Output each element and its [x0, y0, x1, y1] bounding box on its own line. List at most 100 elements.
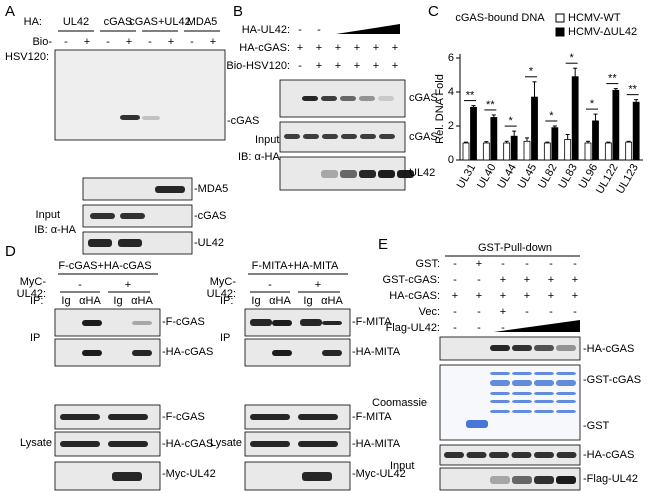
sign: + [210, 36, 216, 48]
sign: + [315, 279, 321, 291]
band [250, 441, 290, 447]
legend-swatch [555, 27, 565, 37]
section-label: Coomassie [372, 397, 427, 409]
section-label: IB: α-HA [34, 224, 76, 236]
band [108, 414, 148, 420]
blot [54, 461, 161, 491]
legend-label: HCMV-ΔUL42 [568, 26, 637, 38]
panel-letter: E [378, 236, 388, 253]
bar [604, 142, 612, 161]
band-label: -F-MITA [352, 411, 392, 423]
band [490, 372, 510, 375]
band [556, 380, 576, 386]
sign: - [190, 36, 194, 48]
significance: ** [628, 84, 637, 96]
lane-label: Ig [113, 295, 122, 307]
lane-group: cGAS+UL42 [129, 16, 190, 28]
band [379, 134, 395, 139]
band [512, 400, 532, 403]
sign: - [501, 322, 505, 334]
lane-group: MDA5 [187, 16, 218, 28]
sign: + [84, 36, 90, 48]
blot [439, 336, 581, 361]
band [466, 452, 487, 458]
bar [523, 140, 531, 161]
band [250, 319, 272, 326]
bar [564, 139, 572, 161]
band [556, 410, 576, 413]
band-label: -HA-MITA [352, 438, 401, 450]
band [142, 116, 160, 120]
sign: - [477, 306, 481, 318]
band [88, 239, 112, 247]
band-label: -cGAS [194, 210, 226, 222]
band-label: -Myc-UL42 [352, 468, 406, 480]
band [155, 186, 185, 193]
band [112, 472, 142, 481]
band [60, 414, 100, 420]
y-tick-label: 6 [448, 52, 454, 64]
band [512, 345, 532, 351]
sign: + [297, 42, 303, 54]
sign: - [573, 258, 577, 270]
band [322, 134, 338, 139]
y-tick-label: 2 [448, 120, 454, 132]
sign: - [525, 306, 529, 318]
sign: + [572, 274, 578, 286]
section-label: IP [220, 332, 230, 344]
sign: - [453, 274, 457, 286]
wedge [336, 24, 400, 34]
band [512, 392, 532, 395]
band [120, 213, 145, 219]
wedge [494, 320, 580, 332]
band [512, 410, 532, 413]
band [302, 472, 332, 481]
band [556, 392, 576, 395]
bar [543, 142, 551, 161]
band [284, 134, 300, 139]
band [118, 239, 142, 247]
band-label: -F-cGAS [162, 411, 205, 423]
section-label: IB: α-HA [238, 151, 280, 163]
x-tick-label: UL40 [475, 162, 499, 191]
blot [54, 308, 161, 337]
sign: + [316, 42, 322, 54]
band [490, 380, 510, 386]
lane-label: Ig [251, 295, 260, 307]
y-tick-label: 4 [448, 86, 454, 98]
blot [439, 364, 581, 441]
band [512, 380, 532, 386]
sign: + [500, 306, 506, 318]
sign: - [453, 258, 457, 270]
band-label: UL42 [409, 167, 435, 179]
band [489, 452, 509, 458]
legend-label: HCMV-WT [568, 12, 621, 24]
section-label: Lysate [20, 437, 52, 449]
lane-label: αHA [321, 295, 343, 307]
panel-letter: D [5, 243, 16, 260]
legend-swatch [555, 13, 565, 23]
band [534, 452, 554, 458]
sign: + [316, 60, 322, 72]
band [302, 96, 318, 101]
sign: + [392, 60, 398, 72]
band [490, 476, 510, 484]
sign: + [548, 290, 554, 302]
y-tick-label: 0 [448, 154, 454, 166]
bar [551, 127, 559, 161]
block-title: GST-Pull-down [478, 242, 552, 254]
sign: + [500, 274, 506, 286]
x-tick-label: UL44 [495, 162, 519, 191]
band [300, 319, 322, 326]
band-label: -UL42 [194, 237, 224, 249]
row-label: IP: [220, 295, 233, 307]
sign: - [477, 322, 481, 334]
bar [625, 141, 633, 161]
bar [503, 142, 511, 161]
band [132, 350, 152, 356]
sign: - [477, 274, 481, 286]
sign: + [335, 42, 341, 54]
band [556, 372, 576, 375]
sign: - [317, 24, 321, 36]
significance: * [570, 52, 575, 64]
